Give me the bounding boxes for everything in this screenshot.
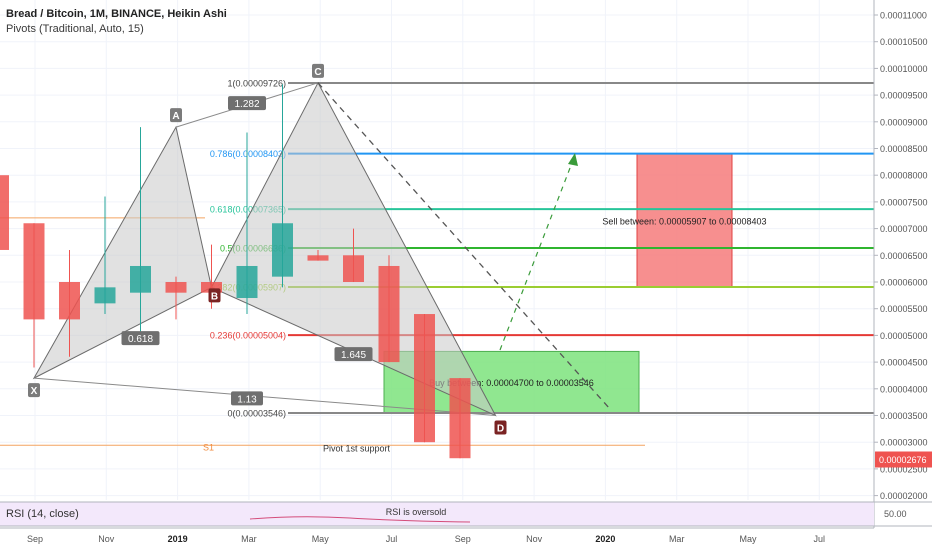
rsi-line: [249, 516, 471, 523]
price-axis-label: 0.00006500: [880, 251, 928, 261]
time-axis-label: Mar: [669, 534, 685, 544]
main-plot: Buy between: 0.00004700 to 0.00003546 Sel…: [0, 0, 874, 500]
candle-body: [449, 378, 471, 459]
price-axis-label: 0.00005000: [880, 331, 928, 341]
pattern-point-box: [208, 288, 221, 303]
buy-zone-label: Buy between: 0.00004700 to 0.00003546: [429, 378, 594, 388]
pattern-point-label: B: [211, 291, 218, 302]
candle-body: [0, 175, 9, 250]
price-axis-label: 0.00004500: [880, 358, 928, 368]
target-arrowhead: [568, 153, 578, 166]
price-axis-label: 0.00005500: [880, 304, 928, 314]
time-axis-label: Nov: [98, 534, 115, 544]
ratio-label-box: [334, 347, 373, 362]
time-axis-label: Sep: [455, 534, 471, 544]
rsi-title[interactable]: RSI (14, close): [6, 508, 79, 520]
symbol-title[interactable]: Bread / Bitcoin, 1M, BINANCE, Heikin Ash…: [6, 8, 227, 20]
price-axis-label: 0.00006000: [880, 278, 928, 288]
ratio-label: 1.13: [237, 394, 257, 405]
time-axis-label: Nov: [526, 534, 543, 544]
time-axis-label: May: [312, 534, 330, 544]
ratio-label: 1.645: [341, 350, 366, 361]
pattern-point-label: A: [172, 111, 179, 122]
time-axis-label: 2020: [595, 534, 615, 544]
time-axis-label: Sep: [27, 534, 43, 544]
candle-body: [272, 223, 293, 277]
price-axis-label: 0.00009000: [880, 117, 928, 127]
candle-body: [414, 314, 435, 443]
pattern-point-label: X: [31, 386, 38, 397]
price-axis-label: 0.00007000: [880, 224, 928, 234]
last-price-tag: [875, 451, 932, 468]
candle-body: [236, 265, 258, 299]
fib-level-label: 0.786(0.00008403): [210, 149, 286, 159]
candle-body: [130, 265, 151, 293]
pattern-point-box: [28, 383, 40, 398]
sell-zone: [636, 153, 733, 288]
price-axis-label: 0.00002000: [880, 491, 928, 501]
projection-dashed-line: [317, 82, 611, 410]
time-axis-label: Jul: [386, 534, 398, 544]
candle-body: [59, 282, 80, 320]
rsi-axis-label: 50.00: [884, 509, 907, 519]
pattern-point-box: [312, 63, 324, 78]
price-axis-label: 0.00010500: [880, 37, 928, 47]
last-price-label: 0.00002676: [879, 455, 927, 465]
time-axis-label: 2019: [168, 534, 188, 544]
pattern-point-box: [170, 108, 182, 123]
ratio-label-box: [121, 331, 160, 346]
price-axis-label: 0.00008000: [880, 171, 928, 181]
price-axis-label: 0.00008500: [880, 144, 928, 154]
price-axis-label: 0.00003500: [880, 411, 928, 421]
chart-legend: Bread / Bitcoin, 1M, BINANCE, Heikin Ash…: [6, 7, 227, 37]
candle-body: [94, 287, 116, 304]
time-axis-label: Jul: [814, 534, 826, 544]
time-axis-label: May: [739, 534, 757, 544]
price-axis-label: 0.00004000: [880, 384, 928, 394]
fib-level-label: 0.618(0.00007365): [210, 205, 286, 215]
candle-body: [307, 255, 329, 261]
candle-body: [201, 282, 222, 293]
candle-body: [343, 255, 364, 282]
pattern-point-box: [494, 420, 507, 435]
price-axis-label: 0.00003000: [880, 438, 928, 448]
time-axis-label: Mar: [241, 534, 257, 544]
sell-zone-label: Sell between: 0.00005907 to 0.00008403: [602, 216, 766, 226]
price-axis-label: 0.00011000: [880, 11, 927, 21]
pivot-level-label: S1: [203, 442, 214, 452]
pattern-point-label: C: [314, 67, 321, 78]
candle-body: [23, 223, 45, 320]
fib-level-label: 0.236(0.00005004): [210, 331, 286, 341]
pivot-note-label: Pivot 1st support: [323, 443, 391, 453]
ratio-label-box: [231, 391, 263, 406]
pattern-point-label: D: [497, 424, 504, 435]
price-axis-label: 0.00007500: [880, 197, 928, 207]
fib-level-label: 1(0.00009726): [227, 79, 286, 89]
price-axis-label: 0.00009500: [880, 91, 928, 101]
candle-body: [378, 265, 400, 363]
ratio-label-box: [228, 96, 266, 111]
candle-body: [165, 282, 187, 293]
target-dashed-line: [499, 154, 576, 351]
ratio-label: 0.618: [128, 334, 153, 345]
price-axis-label: 0.00002500: [880, 464, 928, 474]
ratio-label: 1.282: [234, 99, 259, 110]
pivots-indicator-title[interactable]: Pivots (Traditional, Auto, 15): [6, 23, 144, 35]
price-axis-label: 0.00010000: [880, 64, 928, 74]
fib-level-label: 0(0.00003546): [227, 409, 286, 419]
rsi-pane-background: [0, 502, 874, 526]
rsi-annotation: RSI is oversold: [386, 507, 447, 517]
